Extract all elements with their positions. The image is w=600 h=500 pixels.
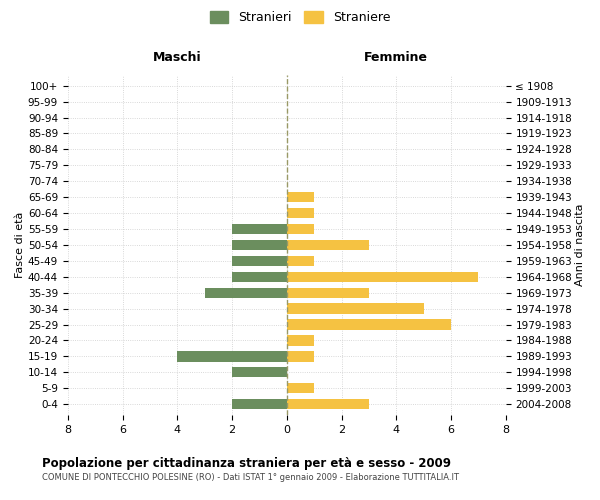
Bar: [232, 224, 287, 234]
Bar: [287, 224, 314, 234]
Bar: [177, 351, 287, 362]
Bar: [287, 240, 369, 250]
Text: Maschi: Maschi: [153, 52, 202, 64]
Bar: [287, 336, 314, 345]
Bar: [287, 288, 369, 298]
Y-axis label: Fasce di età: Fasce di età: [15, 212, 25, 278]
Bar: [287, 320, 451, 330]
Text: Popolazione per cittadinanza straniera per età e sesso - 2009: Popolazione per cittadinanza straniera p…: [42, 458, 451, 470]
Bar: [232, 272, 287, 282]
Bar: [287, 208, 314, 218]
Bar: [287, 351, 314, 362]
Text: COMUNE DI PONTECCHIO POLESINE (RO) - Dati ISTAT 1° gennaio 2009 - Elaborazione T: COMUNE DI PONTECCHIO POLESINE (RO) - Dat…: [42, 472, 459, 482]
Bar: [287, 399, 369, 409]
Bar: [205, 288, 287, 298]
Bar: [287, 304, 424, 314]
Bar: [287, 192, 314, 202]
Legend: Stranieri, Straniere: Stranieri, Straniere: [205, 6, 395, 29]
Bar: [287, 256, 314, 266]
Bar: [232, 399, 287, 409]
Bar: [232, 256, 287, 266]
Bar: [232, 240, 287, 250]
Bar: [287, 383, 314, 394]
Y-axis label: Anni di nascita: Anni di nascita: [575, 204, 585, 286]
Bar: [287, 272, 478, 282]
Text: Femmine: Femmine: [364, 52, 428, 64]
Bar: [232, 367, 287, 378]
